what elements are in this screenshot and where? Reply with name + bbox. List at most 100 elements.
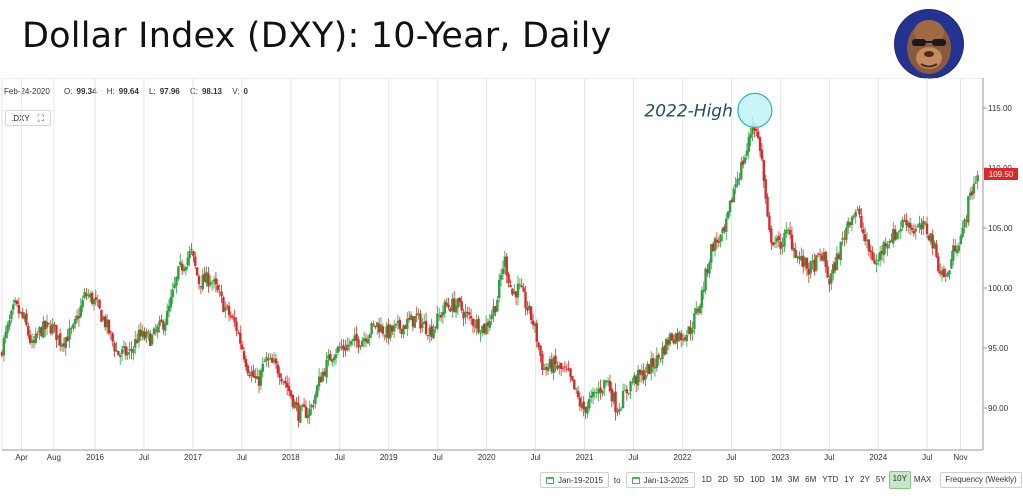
candle-body xyxy=(815,255,818,271)
candle-body xyxy=(695,308,698,314)
candle-body xyxy=(811,261,814,263)
candle-body xyxy=(372,324,375,326)
candle-body xyxy=(255,375,259,379)
candle-body xyxy=(212,279,216,282)
candle-body xyxy=(556,365,559,369)
end-date-picker[interactable]: Jan-13-2025 xyxy=(625,472,695,488)
candle-body xyxy=(685,334,689,342)
candle-body xyxy=(745,150,749,156)
range-5d-button[interactable]: 5D xyxy=(733,475,745,484)
candle-body xyxy=(863,234,867,242)
candle-body xyxy=(848,222,852,225)
chart-toolbar: Jan-19-2015 to Jan-13-2025 1D 2D 5D 10D … xyxy=(540,471,1022,489)
candle-body xyxy=(571,375,574,380)
last-price-tag xyxy=(984,168,1018,180)
candle-body xyxy=(869,250,872,253)
y-tick-label: 95.00 xyxy=(988,344,1009,353)
candle-body xyxy=(265,357,268,361)
symbol-selector[interactable]: .DXY ⛶ xyxy=(5,110,51,126)
range-10y-button[interactable]: 10Y xyxy=(888,471,911,489)
candle-body xyxy=(4,331,7,338)
page-title: Dollar Index (DXY): 10-Year, Daily xyxy=(22,16,612,56)
range-ytd-button[interactable]: YTD xyxy=(822,475,839,484)
candle-body xyxy=(687,326,690,334)
range-2d-button[interactable]: 2D xyxy=(717,475,728,484)
candle-body xyxy=(218,291,221,293)
range-1d-button[interactable]: 1D xyxy=(701,475,712,484)
candle-body xyxy=(344,347,347,351)
candle-body xyxy=(424,320,428,335)
range-10d-button[interactable]: 10D xyxy=(750,475,765,484)
range-3m-button[interactable]: 3M xyxy=(788,475,800,484)
candle-body xyxy=(957,245,961,251)
candle-body xyxy=(396,320,400,323)
range-max-button[interactable]: MAX xyxy=(913,475,932,484)
candle-body xyxy=(788,229,792,235)
candle-body xyxy=(678,332,681,341)
candle-body xyxy=(165,311,169,325)
candle-body xyxy=(119,355,122,357)
candle-body xyxy=(210,282,214,284)
candle-body xyxy=(150,335,154,345)
candle-body xyxy=(269,358,272,359)
candle-body xyxy=(938,271,942,274)
candle-body xyxy=(383,335,386,337)
candle-body xyxy=(625,389,629,394)
candle-body xyxy=(456,298,460,308)
candle-body xyxy=(254,375,257,379)
candle-body xyxy=(672,339,675,344)
candle-body xyxy=(278,373,281,378)
fullscreen-icon[interactable]: ⛶ xyxy=(37,112,44,123)
candle-body xyxy=(323,371,326,376)
candle-body xyxy=(773,242,777,244)
candle-body xyxy=(49,325,52,334)
candle-body xyxy=(139,329,143,336)
candle-body xyxy=(19,311,22,313)
candle-body xyxy=(903,220,906,222)
candle-body xyxy=(912,230,916,234)
candle-body xyxy=(970,191,974,195)
candle-body xyxy=(751,124,754,135)
candle-body xyxy=(578,397,582,407)
candle-body xyxy=(777,236,781,240)
candle-body xyxy=(636,370,640,386)
candle-body xyxy=(603,379,606,389)
candle-body xyxy=(36,334,39,335)
x-tick-label: Jul xyxy=(335,453,345,462)
candle-body xyxy=(27,325,30,336)
candle-body xyxy=(12,304,15,310)
candle-body xyxy=(764,179,767,199)
x-tick-label: Jul xyxy=(530,453,540,462)
candle-body xyxy=(60,344,64,347)
candle-body xyxy=(526,307,529,311)
candle-body xyxy=(428,327,432,336)
candle-body xyxy=(92,298,96,305)
candle-body xyxy=(920,224,923,230)
candle-body xyxy=(364,338,368,342)
candle-body xyxy=(933,242,936,249)
frequency-select[interactable]: Frequency (Weekly) xyxy=(940,472,1022,488)
candle-body xyxy=(207,273,210,287)
candle-body xyxy=(302,404,306,408)
range-5y-button[interactable]: 5Y xyxy=(875,475,886,484)
candle-body xyxy=(501,268,505,275)
candle-body xyxy=(88,293,92,298)
candle-body xyxy=(655,355,659,369)
candle-body xyxy=(719,234,722,242)
price-chart[interactable]: Apr Aug 2016 Jul 2017 Jul 2018 Jul 2019 Jul 2020 Ju… xyxy=(0,78,1023,468)
candle-body xyxy=(680,333,683,341)
candle-body xyxy=(186,257,189,266)
candle-body xyxy=(156,326,159,333)
range-1y-button[interactable]: 1Y xyxy=(844,475,855,484)
candle-body xyxy=(469,316,473,319)
start-date-picker[interactable]: Jan-19-2015 xyxy=(540,472,609,488)
candle-body xyxy=(633,375,636,383)
candle-body xyxy=(340,346,343,348)
candle-body xyxy=(289,390,293,397)
range-2y-button[interactable]: 2Y xyxy=(860,475,870,484)
range-1m-button[interactable]: 1M xyxy=(770,475,783,484)
candle-body xyxy=(486,322,490,326)
candle-body xyxy=(601,390,604,394)
candle-body xyxy=(576,390,580,397)
range-6m-button[interactable]: 6M xyxy=(805,475,817,484)
